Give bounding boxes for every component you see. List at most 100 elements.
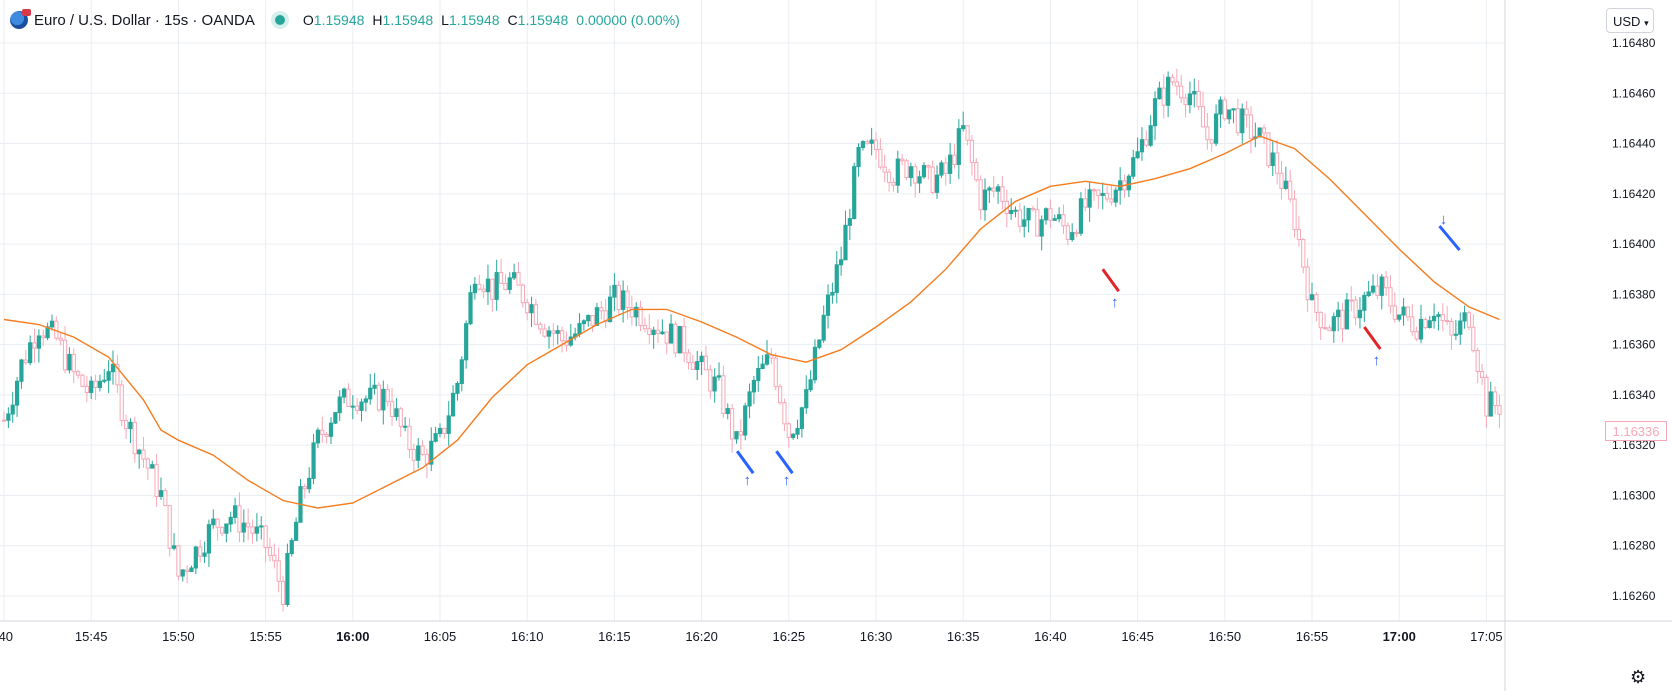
- candle: [603, 298, 608, 328]
- candle-body: [1266, 132, 1271, 167]
- candle-body: [1344, 299, 1349, 330]
- candle: [119, 380, 124, 426]
- candle: [154, 453, 159, 507]
- candle-body: [442, 427, 447, 434]
- market-status-dot[interactable]: [274, 15, 285, 25]
- candle-body: [1418, 318, 1424, 340]
- candle-body: [232, 505, 238, 518]
- time-tick-label: :40: [0, 629, 13, 644]
- candle-body: [1309, 294, 1315, 301]
- candle-body: [481, 288, 486, 293]
- candle: [333, 412, 338, 425]
- candle: [1087, 182, 1092, 222]
- candle: [930, 160, 935, 195]
- signal-marker: ↑: [775, 450, 794, 489]
- candle: [1113, 187, 1118, 208]
- candle-body: [930, 166, 935, 193]
- candle: [1484, 374, 1489, 428]
- candle-body: [32, 342, 37, 349]
- candle-body: [538, 323, 543, 330]
- candle-body: [703, 355, 709, 371]
- candle-body: [1466, 312, 1472, 328]
- candle: [904, 158, 909, 181]
- candle-body: [1148, 125, 1153, 146]
- candle-body: [934, 174, 940, 193]
- candle-body: [1091, 189, 1097, 192]
- candle: [1488, 381, 1493, 417]
- candle: [446, 401, 451, 446]
- candle: [1318, 311, 1323, 340]
- candle-body: [1484, 376, 1489, 417]
- candle-body: [350, 405, 355, 408]
- candle: [459, 356, 464, 392]
- candle-body: [917, 176, 922, 184]
- candle: [1497, 394, 1502, 429]
- candle: [1362, 291, 1367, 322]
- candle-body: [1431, 315, 1437, 322]
- candle-body: [1213, 113, 1219, 144]
- candle: [1065, 222, 1070, 246]
- candle-body: [612, 284, 617, 298]
- candle: [490, 278, 495, 313]
- candle-body: [1388, 287, 1393, 307]
- candle-body: [1453, 333, 1458, 336]
- candle-body: [1104, 192, 1110, 200]
- candle: [956, 119, 961, 180]
- candle: [1227, 109, 1232, 124]
- settings-gear-icon[interactable]: ⚙: [1630, 667, 1647, 687]
- candle-body: [878, 148, 883, 168]
- symbol-title[interactable]: Euro / U.S. Dollar · 15s · OANDA: [34, 11, 255, 29]
- candle-body: [730, 408, 735, 440]
- candle: [1479, 363, 1485, 386]
- candle-body: [913, 166, 918, 184]
- candle-body: [1301, 238, 1306, 268]
- candle: [23, 349, 28, 366]
- candle-body: [603, 310, 608, 323]
- candle-body: [1397, 314, 1402, 320]
- candle: [1126, 173, 1131, 198]
- candle-body: [751, 379, 757, 393]
- candle-body: [943, 162, 948, 174]
- candle-body: [594, 307, 600, 326]
- candle: [777, 384, 783, 405]
- candle: [1109, 185, 1114, 206]
- candle-body: [119, 384, 124, 422]
- currency-button[interactable]: USD ▾: [1606, 8, 1654, 33]
- candle: [1135, 137, 1140, 160]
- candle: [612, 273, 617, 312]
- signal-marker: ↑: [1101, 268, 1120, 311]
- candle-body: [372, 384, 377, 389]
- candle-body: [128, 421, 133, 430]
- candle-body: [71, 353, 76, 373]
- candle-body: [956, 128, 961, 165]
- candle: [882, 154, 887, 183]
- currency-label: USD: [1613, 14, 1641, 29]
- candle: [1240, 103, 1245, 144]
- candle-body: [1493, 391, 1498, 407]
- time-tick-label: 15:50: [162, 629, 195, 644]
- candle: [219, 526, 225, 536]
- candle-body: [1410, 316, 1415, 333]
- candle: [1213, 104, 1219, 147]
- candle-body: [791, 433, 796, 438]
- candle: [917, 170, 922, 193]
- candle: [341, 387, 347, 404]
- candle: [1292, 190, 1297, 238]
- candle: [241, 509, 246, 543]
- candle: [385, 384, 390, 407]
- candle: [721, 365, 726, 418]
- candle-body: [847, 218, 852, 226]
- candle-body: [1061, 214, 1066, 227]
- candle: [450, 385, 456, 417]
- price-tick-label: 1.16420: [1612, 187, 1656, 201]
- candle-body: [459, 359, 464, 384]
- candle: [520, 283, 525, 308]
- candle-body: [477, 283, 482, 290]
- candle-body: [660, 331, 665, 335]
- candle-body: [49, 320, 55, 328]
- candle-body: [965, 125, 970, 141]
- candle-body: [180, 569, 185, 577]
- candle: [1301, 238, 1306, 274]
